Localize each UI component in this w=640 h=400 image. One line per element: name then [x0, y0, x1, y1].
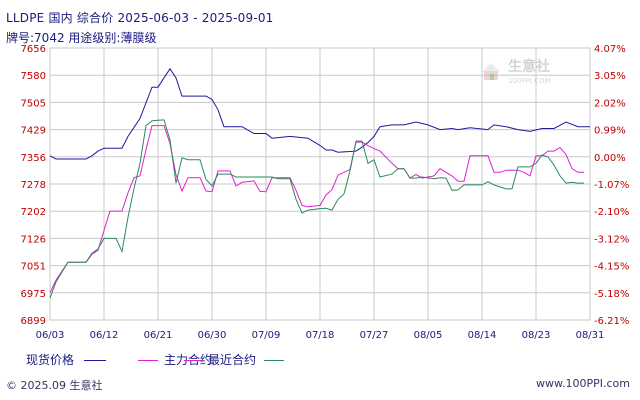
y2-tick-label: -4.15% — [594, 262, 629, 273]
y-tick-label: 6975 — [21, 289, 46, 300]
y2-tick-label: -1.07% — [594, 180, 629, 191]
house-logo-icon — [482, 63, 500, 80]
legend-main-swatch-tail — [184, 360, 202, 361]
x-tick-label: 08/31 — [576, 330, 605, 341]
footer-copyright: © 2025.09 生意社 — [6, 379, 103, 392]
y2-tick-label: 4.07% — [594, 44, 626, 55]
legend-nearest-swatch — [264, 360, 285, 361]
legend-main-swatch — [138, 360, 158, 361]
legend: 现货价格 — [26, 351, 112, 368]
y-tick-label: 7202 — [21, 207, 46, 218]
legend-spot-swatch — [84, 360, 107, 361]
series-layer — [49, 67, 590, 299]
y-tick-label: 7656 — [21, 44, 46, 55]
y2-tick-label: 3.05% — [594, 71, 626, 82]
y-tick-label: 6899 — [21, 316, 46, 327]
y-tick-label: 7356 — [21, 153, 46, 164]
y2-tick-label: 0.00% — [594, 153, 626, 164]
y-tick-label: 7429 — [21, 126, 46, 137]
chart-grid — [49, 47, 591, 321]
legend-spot-label: 现货价格 — [26, 353, 75, 367]
x-tick-label: 07/09 — [252, 330, 281, 341]
y-tick-label: 7126 — [21, 234, 46, 245]
series-line-1 — [49, 125, 584, 293]
legend-item-nearest: 最近合约 — [184, 351, 290, 368]
footer-url[interactable]: www.100PPI.com — [536, 377, 630, 390]
y2-tick-label: -5.18% — [594, 289, 629, 300]
y2-tick-label: -2.10% — [594, 207, 629, 218]
x-tick-label: 08/14 — [468, 330, 497, 341]
y2-tick-label: -3.12% — [594, 234, 629, 245]
y-tick-label: 7580 — [21, 71, 46, 82]
x-tick-label: 06/12 — [90, 330, 119, 341]
chart-subtitle: 牌号:7042 用途级别:薄膜级 — [6, 31, 157, 45]
y2-tick-label: 0.99% — [594, 126, 626, 137]
watermark-brand: 生意社 — [508, 58, 550, 75]
x-tick-label: 07/18 — [306, 330, 335, 341]
x-tick-label: 06/30 — [198, 330, 227, 341]
watermark-logo: 生意社 100PPI.COM — [482, 58, 551, 85]
y2-tick-label: -6.21% — [594, 316, 629, 327]
x-tick-label: 06/21 — [144, 330, 173, 341]
x-axis: 06/03 06/12 06/21 06/30 07/09 07/18 07/27 08/05… — [36, 330, 605, 341]
y2-tick-label: 2.02% — [594, 98, 626, 109]
series-line-0 — [49, 67, 590, 160]
x-tick-label: 06/03 — [36, 330, 65, 341]
x-tick-label: 08/23 — [522, 330, 551, 341]
series-line-2 — [49, 119, 584, 299]
x-tick-label: 07/27 — [360, 330, 389, 341]
watermark-url: 100PPI.COM — [508, 77, 551, 85]
y-axis-right: 4.07% 3.05% 2.02% 0.99% 0.00% -1.07% -2.10% -3.… — [594, 44, 629, 327]
x-tick-label: 08/05 — [414, 330, 443, 341]
y-tick-label: 7278 — [21, 180, 46, 191]
y-tick-label: 7051 — [21, 262, 46, 273]
y-axis-left: 7656 7580 7505 7429 7356 7278 7202 7126 7051 6975… — [21, 44, 46, 327]
chart-title: LLDPE 国内 综合价 2025-06-03 - 2025-09-01 — [6, 11, 274, 25]
legend-nearest-label: 最近合约 — [208, 353, 257, 367]
y-tick-label: 7505 — [21, 98, 46, 109]
